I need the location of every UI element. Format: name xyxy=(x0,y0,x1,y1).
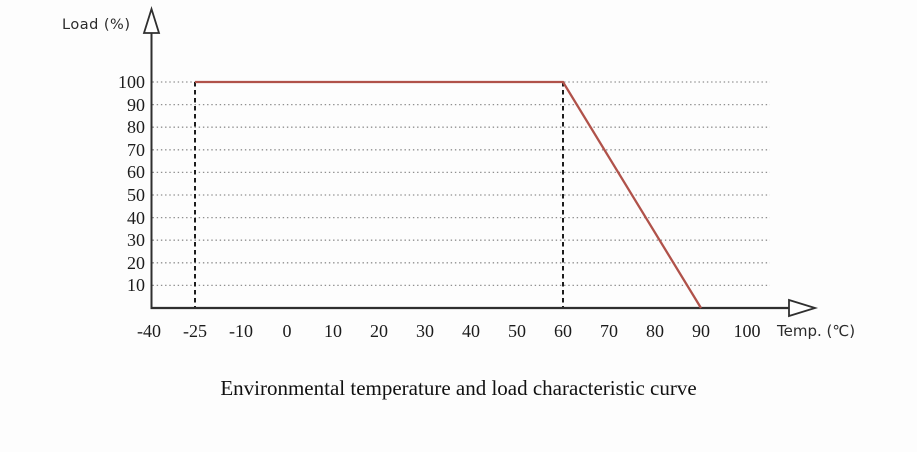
series-load-curve xyxy=(195,80,702,309)
y-tick-label: 60 xyxy=(127,162,145,183)
x-tick-label: -25 xyxy=(183,321,207,341)
y-tick-label: 80 xyxy=(127,117,145,138)
y-tick-label: 50 xyxy=(127,185,145,205)
x-tick-label: 90 xyxy=(692,321,710,341)
x-tick-label: 20 xyxy=(370,321,388,341)
x-tick-label: 0 xyxy=(282,321,292,341)
y-axis-arrow-icon xyxy=(142,5,161,34)
x-axis-arrow-icon xyxy=(788,298,819,318)
y-tick-label: 20 xyxy=(127,252,145,273)
x-tick-label: 30 xyxy=(416,321,434,341)
x-tick-label: 40 xyxy=(462,321,480,341)
x-axis-title: Temp. (℃) xyxy=(777,322,856,340)
x-tick-label: -10 xyxy=(229,321,253,341)
y-axis-title: Load (%) xyxy=(62,17,131,33)
x-tick-label: 50 xyxy=(508,321,526,341)
y-tick-label: 30 xyxy=(127,230,145,251)
x-tick-label: 70 xyxy=(600,321,618,341)
x-tick-label: 10 xyxy=(324,321,342,341)
y-tick-label: 90 xyxy=(127,94,145,115)
y-tick-label: 10 xyxy=(127,275,145,296)
x-tick-label: -40 xyxy=(137,321,161,341)
y-tick-label: 40 xyxy=(127,207,145,228)
x-tick-label: 60 xyxy=(554,321,572,341)
x-tick-label: 100 xyxy=(733,321,761,341)
figure-caption: Environmental temperature and load chara… xyxy=(220,376,697,400)
y-tick-label: 100 xyxy=(118,72,145,92)
y-tick-label: 70 xyxy=(127,139,145,160)
x-tick-label: 80 xyxy=(646,321,664,341)
